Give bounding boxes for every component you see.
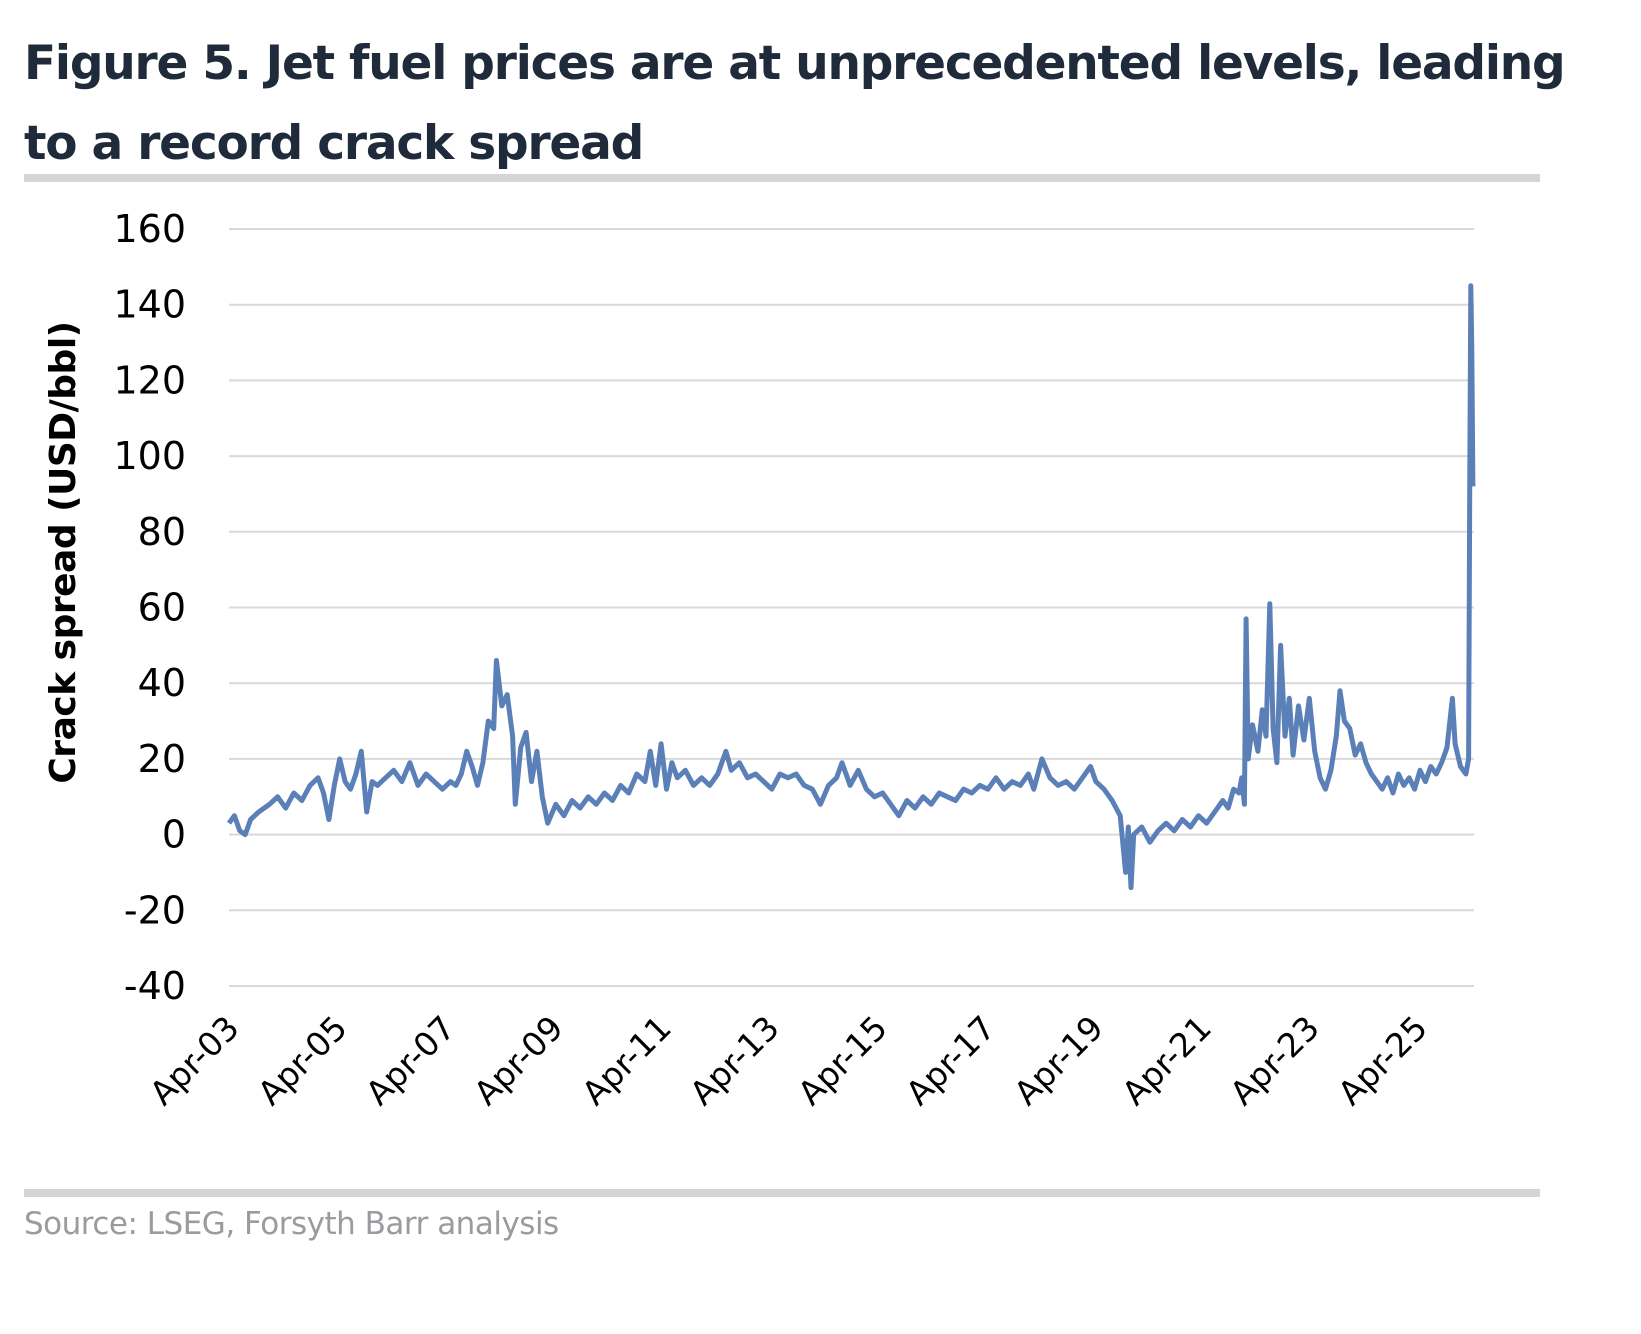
y-tick-label: -20	[124, 888, 186, 932]
y-tick-label: 140	[113, 283, 186, 327]
x-tick-label: Apr-03	[142, 1008, 247, 1113]
y-tick-label: 20	[138, 737, 186, 781]
x-tick-label: Apr-05	[250, 1008, 355, 1113]
y-tick-label: 0	[162, 813, 186, 857]
x-tick-label: Apr-07	[358, 1008, 463, 1113]
gridlines	[229, 228, 1474, 987]
y-tick-label: 80	[138, 510, 186, 554]
y-axis-ticks: 160 140 120 100 80 60 40 20 0 -20 -40	[113, 207, 186, 1008]
x-tick-label: Apr-13	[682, 1008, 787, 1113]
y-tick-label: 40	[138, 661, 186, 705]
x-tick-label: Apr-25	[1330, 1008, 1435, 1113]
source-note: Source: LSEG, Forsyth Barr analysis	[24, 1206, 559, 1242]
y-tick-label: 100	[113, 434, 186, 478]
y-axis-label: Crack spread (USD/bbl)	[43, 321, 84, 783]
x-tick-label: Apr-11	[574, 1008, 679, 1113]
x-tick-label: Apr-21	[1114, 1008, 1219, 1113]
x-tick-label: Apr-15	[790, 1008, 895, 1113]
x-tick-label: Apr-23	[1222, 1008, 1327, 1113]
title-divider	[24, 174, 1540, 182]
line-chart: 160 140 120 100 80 60 40 20 0 -20 -40 Apr-03 Apr-05…	[43, 207, 1476, 1113]
figure-title: Figure 5. Jet fuel prices are at unprece…	[24, 36, 1566, 171]
y-tick-label: 120	[113, 358, 186, 402]
y-tick-label: -40	[124, 964, 186, 1008]
x-axis-ticks: Apr-03 Apr-05 Apr-07 Apr-09 Apr-11 Apr-13 Apr-…	[142, 1008, 1435, 1113]
x-tick-label: Apr-19	[1006, 1008, 1111, 1113]
source-divider	[24, 1189, 1540, 1197]
y-tick-label: 160	[113, 207, 186, 251]
y-tick-label: 60	[138, 586, 186, 630]
series-group	[226, 283, 1476, 891]
series-line-jet-fuel-crack-spread	[226, 283, 1476, 891]
x-tick-label: Apr-17	[898, 1008, 1003, 1113]
x-tick-label: Apr-09	[466, 1008, 571, 1113]
